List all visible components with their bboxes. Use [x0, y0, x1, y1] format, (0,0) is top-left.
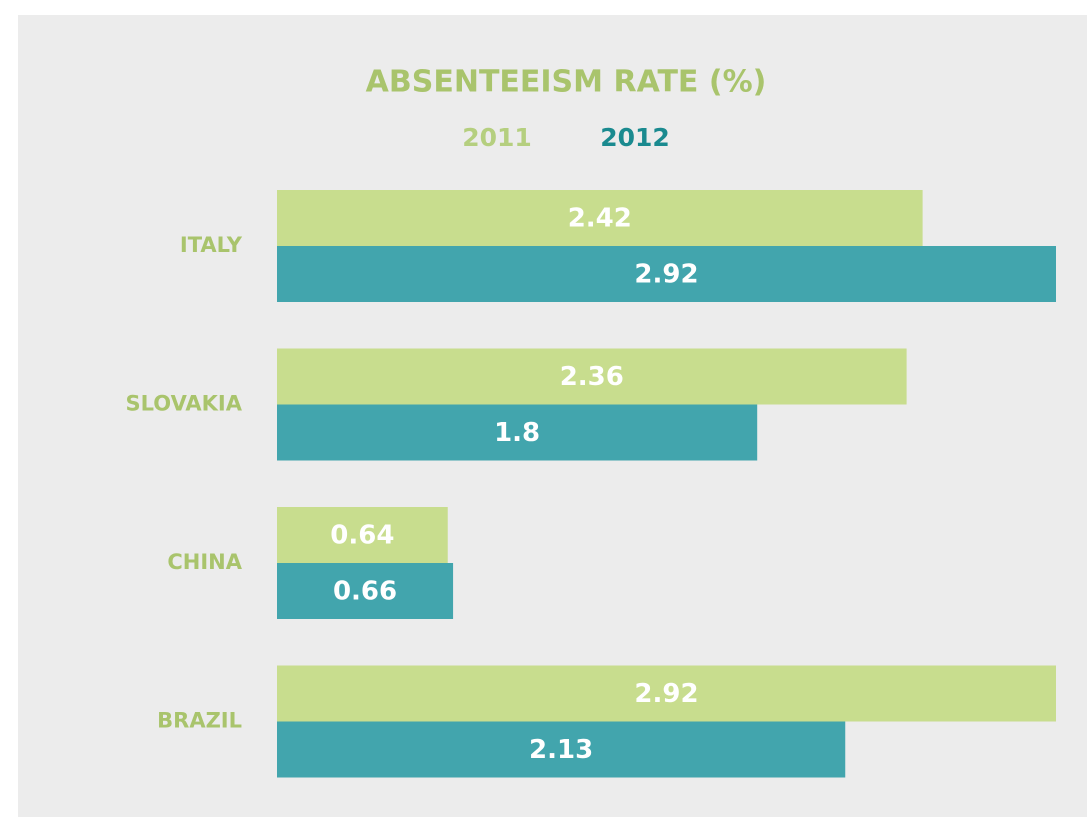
bar — [277, 507, 448, 563]
value-label: 2.36 — [560, 362, 624, 392]
chart-title: ABSENTEEISM RATE (%) — [366, 65, 767, 100]
bar — [277, 665, 1056, 722]
category-label: BRAZIL — [157, 709, 242, 733]
legend-label: 2011 — [462, 123, 532, 152]
value-label: 0.66 — [333, 577, 397, 607]
bar — [277, 721, 846, 778]
category-label: ITALY — [180, 233, 243, 257]
bar — [277, 348, 907, 405]
value-label: 1.8 — [494, 418, 540, 448]
bar — [277, 404, 758, 461]
bar — [277, 246, 1056, 302]
value-label: 2.92 — [634, 679, 698, 709]
category-label: CHINA — [167, 550, 242, 574]
value-label: 2.42 — [568, 204, 632, 234]
legend-label: 2012 — [600, 123, 670, 152]
bar — [277, 563, 454, 619]
value-label: 2.13 — [529, 735, 593, 765]
value-label: 2.92 — [634, 260, 698, 290]
bar — [277, 190, 923, 246]
value-label: 0.64 — [330, 521, 394, 551]
category-label: SLOVAKIA — [126, 392, 243, 416]
